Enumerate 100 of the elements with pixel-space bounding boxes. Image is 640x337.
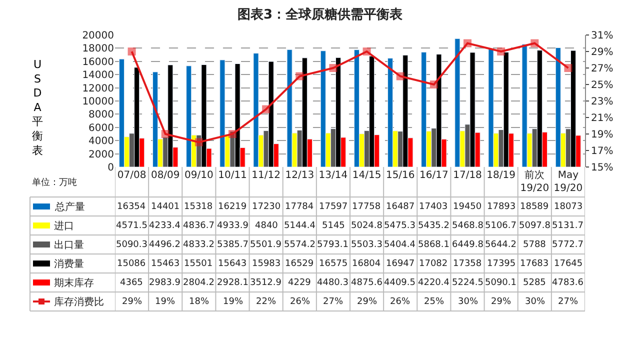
data-label: 17784 (285, 202, 314, 212)
data-label: 5435.2 (418, 221, 450, 231)
bar (421, 52, 427, 167)
data-label: 4875.6 (351, 278, 383, 288)
data-label: 29% (122, 297, 142, 307)
data-label: 29% (491, 297, 512, 307)
data-label: 4220.4 (418, 278, 450, 288)
data-label: 26% (290, 297, 310, 307)
x-tick-label: 前次19/20 (520, 169, 550, 194)
data-label: 4229 (288, 278, 312, 288)
data-label: 5501.9 (250, 240, 282, 250)
bar (253, 53, 259, 167)
data-label: 5106.7 (485, 221, 516, 231)
x-tick-label: 11/12 (252, 170, 280, 181)
bar (152, 72, 158, 167)
data-label: 5097.8 (519, 221, 551, 231)
data-label: 4365 (120, 278, 143, 288)
y-tick-label: 20000 (82, 30, 114, 42)
data-label: 4840 (255, 221, 278, 231)
data-label: 5224.5 (452, 278, 484, 288)
x-tick-label: 09/10 (184, 170, 214, 181)
data-label: 17082 (419, 259, 448, 269)
y2-tick-label: 15% (591, 162, 614, 174)
chart-title: 图表3：全球原糖供需平衡表 (237, 6, 404, 23)
data-label: 22% (256, 297, 276, 307)
data-label: 19% (155, 297, 176, 307)
data-label: 16354 (117, 202, 146, 212)
point (464, 39, 472, 48)
data-label: 5090.1 (485, 278, 516, 288)
data-label: 4480.3 (317, 278, 348, 288)
y2-tick-label: 27% (591, 64, 614, 74)
x-tick-label: 18/19 (486, 170, 516, 181)
y-tick-label: 16000 (82, 56, 114, 68)
data-label: 6449.8 (452, 240, 484, 250)
point (430, 80, 438, 88)
point (128, 48, 136, 56)
data-label: 15318 (184, 202, 213, 212)
data-label: 17395 (487, 259, 516, 269)
data-label: 4496.2 (149, 240, 180, 250)
data-label: 5131.7 (552, 221, 584, 231)
data-label: 17358 (453, 259, 482, 269)
data-label: 26% (390, 297, 410, 307)
y-tick-label: 6000 (88, 122, 114, 134)
point (564, 64, 572, 72)
text: 单位：万吨 (32, 177, 77, 188)
legend-label: 期末库存 (54, 277, 94, 289)
data-label: 14401 (151, 202, 180, 212)
data-label: 30% (525, 297, 546, 307)
data-label: 27% (558, 297, 578, 307)
data-label: 5772.7 (552, 240, 584, 250)
data-label: 15086 (117, 259, 146, 269)
legend-label: 库存消费比 (54, 296, 104, 308)
data-label: 16947 (386, 259, 415, 269)
point (228, 130, 236, 138)
data-label: 5404.4 (384, 240, 416, 250)
y2-tick-label: 17% (591, 146, 614, 157)
data-label: 4836.7 (183, 221, 214, 231)
data-label: 5574.2 (284, 240, 316, 250)
x-tick-label: 13/14 (318, 170, 348, 181)
bar (186, 66, 192, 167)
data-label: 17403 (419, 202, 448, 212)
data-label: 2804.2 (183, 278, 214, 288)
data-label: 18073 (554, 202, 583, 212)
bar (220, 60, 226, 167)
x-tick-label: 14/15 (352, 170, 382, 181)
bar (454, 38, 460, 167)
y2-tick-label: 31% (591, 30, 614, 42)
data-label: 5145 (322, 221, 345, 231)
bar (488, 48, 494, 167)
y2-tick-label: 23% (591, 96, 614, 108)
data-label: 18589 (520, 202, 549, 212)
data-label: 4783.6 (552, 278, 584, 288)
y-tick-label: 10000 (82, 96, 114, 108)
y-tick-label: 14000 (82, 70, 114, 82)
y-tick-label: 4000 (88, 136, 114, 148)
data-label: 2928.1 (217, 278, 248, 288)
point (262, 105, 270, 114)
x-tick-label: 15/16 (386, 170, 415, 181)
x-tick-label: 17/18 (453, 170, 482, 181)
y-axis-title: USDA平衡表 (32, 58, 43, 157)
data-label: 4233.4 (149, 221, 181, 231)
data-label: 17645 (554, 259, 583, 269)
y-tick-label: 8000 (88, 110, 114, 121)
data-label: 19% (223, 297, 244, 307)
data-label: 19450 (453, 202, 482, 212)
data-label: 5285 (523, 278, 546, 288)
data-label: 5024.8 (351, 221, 383, 231)
data-label: 16529 (285, 259, 314, 269)
data-label: 2983.9 (149, 278, 181, 288)
point (296, 72, 304, 80)
data-label: 5144.4 (284, 221, 316, 231)
point (530, 39, 539, 48)
data-label: 17893 (487, 202, 516, 212)
x-tick-label: 10/11 (218, 170, 247, 181)
point (161, 130, 170, 138)
x-tick-label: 16/17 (420, 170, 448, 181)
data-label: 15983 (252, 259, 281, 269)
data-label: 4571.5 (116, 221, 148, 231)
data-label: 16487 (386, 202, 415, 212)
data-label: 4933.9 (217, 221, 249, 231)
